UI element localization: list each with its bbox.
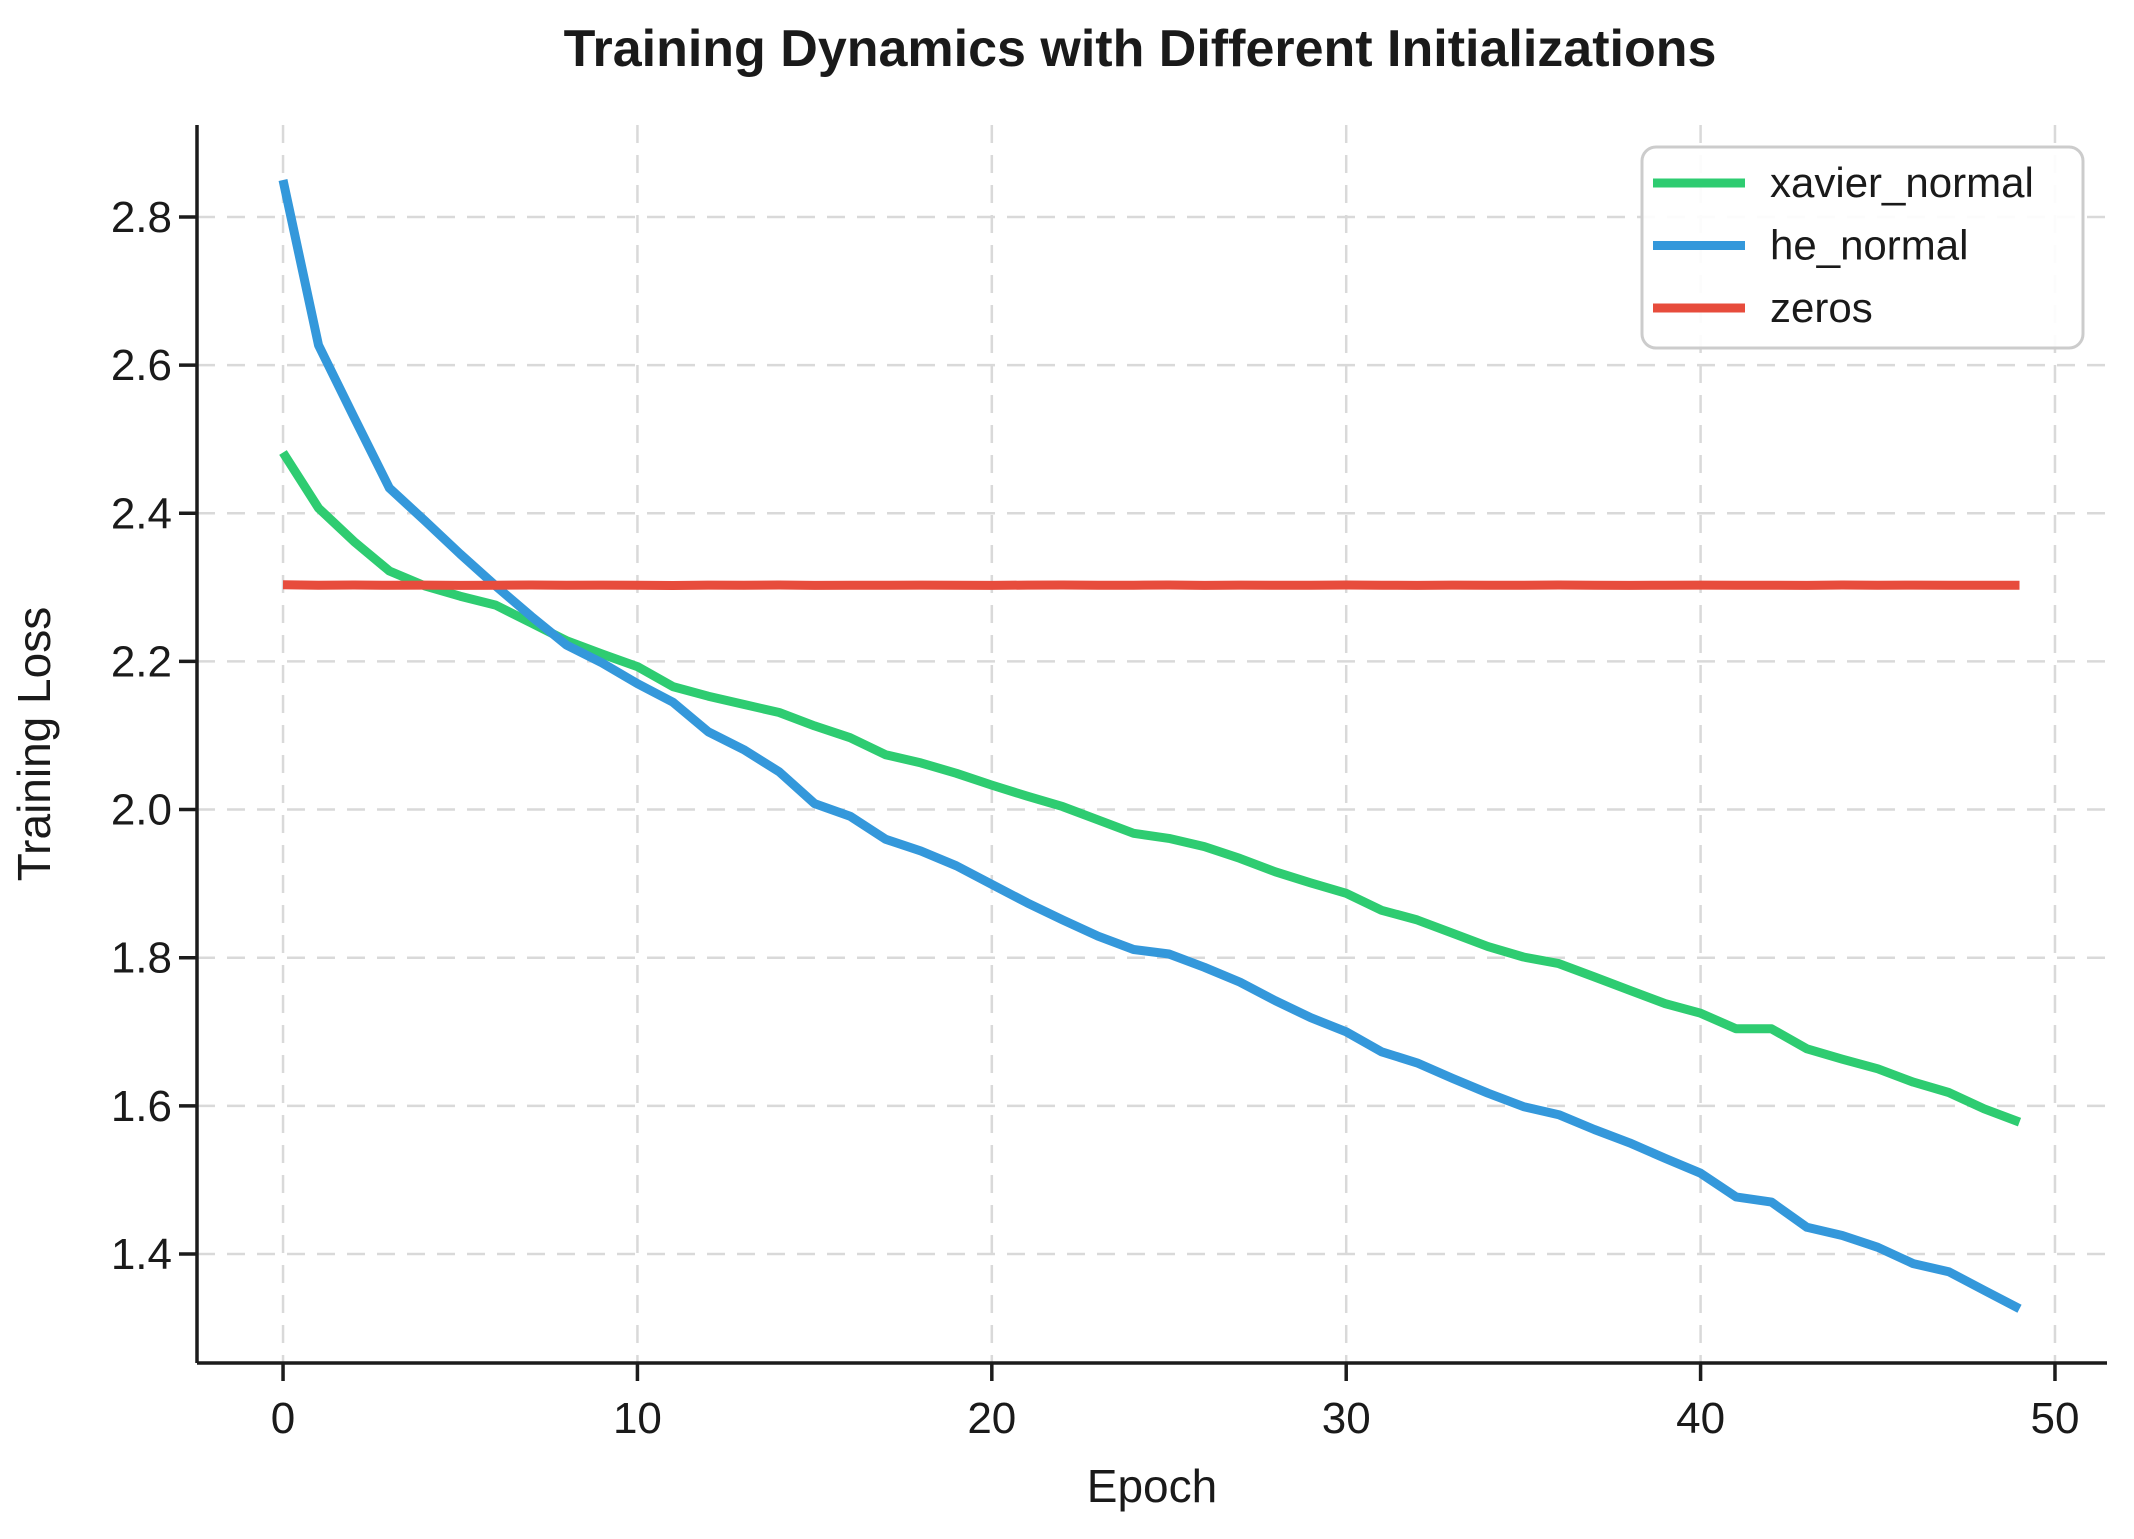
y-tick-label: 1.6 [111, 1082, 172, 1131]
series-line-zeros [282, 580, 2020, 590]
x-tick-label: 40 [1676, 1394, 1725, 1443]
x-tick-label: 0 [271, 1394, 295, 1443]
x-axis-label: Epoch [1087, 1460, 1217, 1512]
x-tick-label: 10 [613, 1394, 662, 1443]
y-axis-label: Training Loss [8, 607, 60, 881]
legend-label-xavier_normal: xavier_normal [1770, 159, 2034, 206]
series-line-xavier_normal [279, 450, 2022, 1127]
x-tick-label: 30 [1322, 1394, 1371, 1443]
legend-label-he_normal: he_normal [1770, 222, 1968, 269]
y-tick-label: 2.2 [111, 637, 172, 686]
y-tick-label: 2.8 [111, 193, 172, 242]
axes-layer [179, 125, 2107, 1381]
chart-title: Training Dynamics with Different Initial… [564, 20, 1717, 78]
series-line-he_normal [278, 179, 2022, 1313]
tick-label-layer: 0 10 20 30 40 50 1.4 1.6 1.8 2.0 2.2 2.4 2.6 2.8 [111, 193, 2080, 1443]
x-tick-label: 20 [967, 1394, 1016, 1443]
series-layer [278, 179, 2022, 1313]
legend-box [1640, 145, 2085, 350]
y-tick-label: 2.6 [111, 341, 172, 390]
y-tick-label: 2.4 [111, 489, 172, 538]
y-tick-label: 1.4 [111, 1230, 172, 1279]
legend-label-zeros: zeros [1770, 284, 1873, 331]
y-tick-label: 1.8 [111, 934, 172, 983]
y-tick-label: 2.0 [111, 786, 172, 835]
x-tick-label: 50 [2030, 1394, 2079, 1443]
